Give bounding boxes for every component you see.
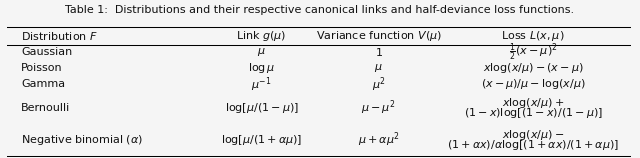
Text: $\log\mu$: $\log\mu$ (248, 61, 275, 75)
Text: Loss $L(x,\mu)$: Loss $L(x,\mu)$ (501, 29, 565, 43)
Text: $\mu^{-1}$: $\mu^{-1}$ (252, 75, 272, 94)
Text: $\log[\mu/(1-\mu)]$: $\log[\mu/(1-\mu)]$ (225, 101, 299, 115)
Text: Gaussian: Gaussian (21, 48, 72, 58)
Text: Bernoulli: Bernoulli (21, 103, 70, 113)
Text: $\log[\mu/(1+\alpha\mu)]$: $\log[\mu/(1+\alpha\mu)]$ (221, 133, 302, 147)
Text: $\frac{1}{2}(x-\mu)^2$: $\frac{1}{2}(x-\mu)^2$ (509, 42, 557, 63)
Text: $1$: $1$ (374, 46, 383, 58)
Text: $x\log(x/\mu)-(x-\mu)$: $x\log(x/\mu)-(x-\mu)$ (483, 61, 584, 75)
Text: $(1-x)\log[(1-x)/(1-\mu)]$: $(1-x)\log[(1-x)/(1-\mu)]$ (463, 106, 603, 120)
Text: Table 1:  Distributions and their respective canonical links and half-deviance l: Table 1: Distributions and their respect… (65, 5, 574, 15)
Text: $\mu+\alpha\mu^2$: $\mu+\alpha\mu^2$ (358, 131, 399, 149)
Text: $x\log(x/\mu)-$: $x\log(x/\mu)-$ (502, 128, 564, 142)
Text: Gamma: Gamma (21, 79, 65, 89)
Text: Link $g(\mu)$: Link $g(\mu)$ (236, 29, 287, 43)
Text: $x\log(x/\mu)+$: $x\log(x/\mu)+$ (502, 96, 564, 110)
Text: $\mu$: $\mu$ (374, 62, 383, 74)
Text: $\mu-\mu^2$: $\mu-\mu^2$ (362, 99, 396, 117)
Text: $(1+\alpha x)/\alpha\log[(1+\alpha x)/(1+\alpha\mu)]$: $(1+\alpha x)/\alpha\log[(1+\alpha x)/(1… (447, 138, 619, 152)
Text: Variance function $V(\mu)$: Variance function $V(\mu)$ (316, 29, 442, 43)
Text: Negative binomial $(\alpha)$: Negative binomial $(\alpha)$ (21, 133, 143, 147)
Text: Poisson: Poisson (21, 63, 63, 73)
Text: $\mu$: $\mu$ (257, 46, 266, 58)
Text: Distribution $F$: Distribution $F$ (21, 30, 98, 42)
Text: $(x-\mu)/\mu-\log(x/\mu)$: $(x-\mu)/\mu-\log(x/\mu)$ (481, 77, 586, 91)
Text: $\mu^2$: $\mu^2$ (372, 75, 385, 94)
